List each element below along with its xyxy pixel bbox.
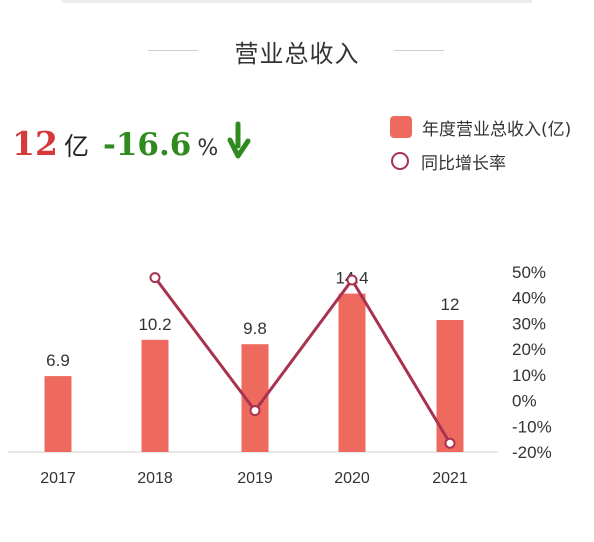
y-right-tick-5: 0% [512, 392, 537, 411]
legend: 年度营业总收入(亿) 同比增长率 [390, 112, 571, 180]
revenue-value: 12 [12, 124, 58, 163]
chart-title: 营业总收入 [234, 40, 360, 68]
x-tick-2018: 2018 [137, 470, 173, 487]
x-tick-2019: 2019 [237, 470, 273, 487]
top-divider [62, 0, 532, 3]
x-tick-2021: 2021 [432, 470, 468, 487]
y-right-tick-2: 30% [512, 314, 546, 333]
revenue-unit: 亿 [63, 132, 89, 161]
y-right-tick-6: -10% [512, 417, 552, 436]
legend-line-label: 同比增长率 [421, 153, 506, 174]
legend-item-line: 同比增长率 [390, 146, 571, 176]
legend-bar-label: 年度营业总收入(亿) [422, 119, 572, 140]
growth-unit: % [197, 136, 219, 161]
growth-value: -16.6 [102, 127, 192, 163]
bar-2018 [141, 339, 169, 452]
x-tick-2020: 2020 [334, 470, 370, 487]
growth-point-2018 [149, 272, 161, 284]
bar-label-2018: 10.2 [138, 315, 171, 334]
y-right-tick-1: 40% [512, 289, 546, 308]
down-arrow-icon [227, 121, 251, 159]
bar-label-2021: 12 [441, 295, 460, 314]
bar-2017 [44, 376, 72, 452]
legend-line-marker [391, 152, 409, 170]
growth-point-2021 [444, 437, 456, 449]
title-rule-right [394, 50, 444, 51]
bar-2021 [436, 320, 464, 452]
growth-point-2019 [249, 405, 261, 417]
growth-point-2020 [346, 274, 358, 286]
growth-line [153, 276, 452, 445]
y-right-tick-7: -20% [512, 443, 552, 462]
bar-label-2017: 6.9 [46, 351, 70, 370]
y-right-tick-3: 20% [512, 340, 546, 359]
legend-bar-swatch [390, 116, 412, 138]
headline-summary: 12 亿 -16.6% [12, 124, 218, 174]
x-tick-2017: 2017 [40, 470, 76, 487]
bar-label-2019: 9.8 [243, 319, 267, 338]
chart-header: 营业总收入 [0, 30, 594, 70]
title-rule-left [148, 50, 198, 51]
bar-2020 [338, 293, 366, 452]
y-right-tick-4: 10% [512, 366, 546, 385]
y-right-tick-0: 50% [512, 263, 546, 282]
legend-item-bar: 年度营业总收入(亿) [390, 112, 571, 142]
